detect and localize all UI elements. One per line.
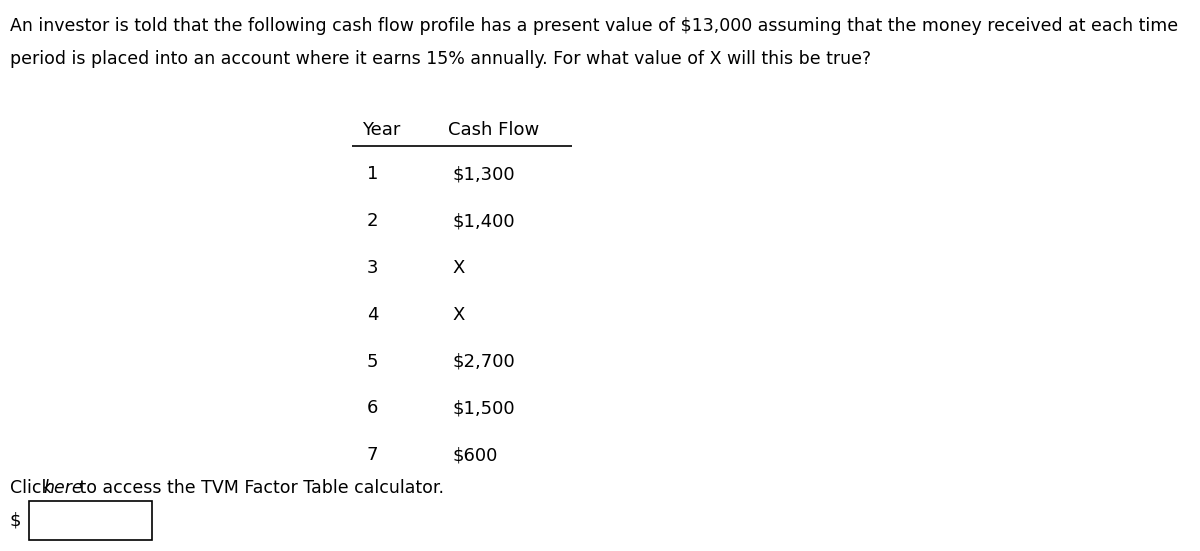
Text: $: $ (10, 512, 22, 530)
Text: X: X (452, 259, 464, 277)
Text: $600: $600 (452, 446, 498, 464)
Text: 6: 6 (367, 399, 378, 418)
Text: $1,300: $1,300 (452, 165, 515, 183)
Text: 2: 2 (367, 212, 378, 230)
Text: $1,400: $1,400 (452, 212, 515, 230)
Text: $2,700: $2,700 (452, 353, 515, 371)
Text: to access the TVM Factor Table calculator.: to access the TVM Factor Table calculato… (74, 479, 444, 498)
Text: 4: 4 (367, 306, 378, 324)
Text: X: X (452, 306, 464, 324)
Text: 5: 5 (367, 353, 378, 371)
FancyBboxPatch shape (29, 501, 152, 540)
Text: $1,500: $1,500 (452, 399, 515, 418)
Text: Year: Year (362, 121, 401, 139)
Text: 3: 3 (367, 259, 378, 277)
Text: here: here (44, 479, 84, 498)
Text: 7: 7 (367, 446, 378, 464)
Text: 1: 1 (367, 165, 378, 183)
Text: Click: Click (10, 479, 56, 498)
Text: period is placed into an account where it earns 15% annually. For what value of : period is placed into an account where i… (10, 50, 871, 68)
Text: Cash Flow: Cash Flow (448, 121, 539, 139)
Text: An investor is told that the following cash flow profile has a present value of : An investor is told that the following c… (10, 17, 1177, 35)
